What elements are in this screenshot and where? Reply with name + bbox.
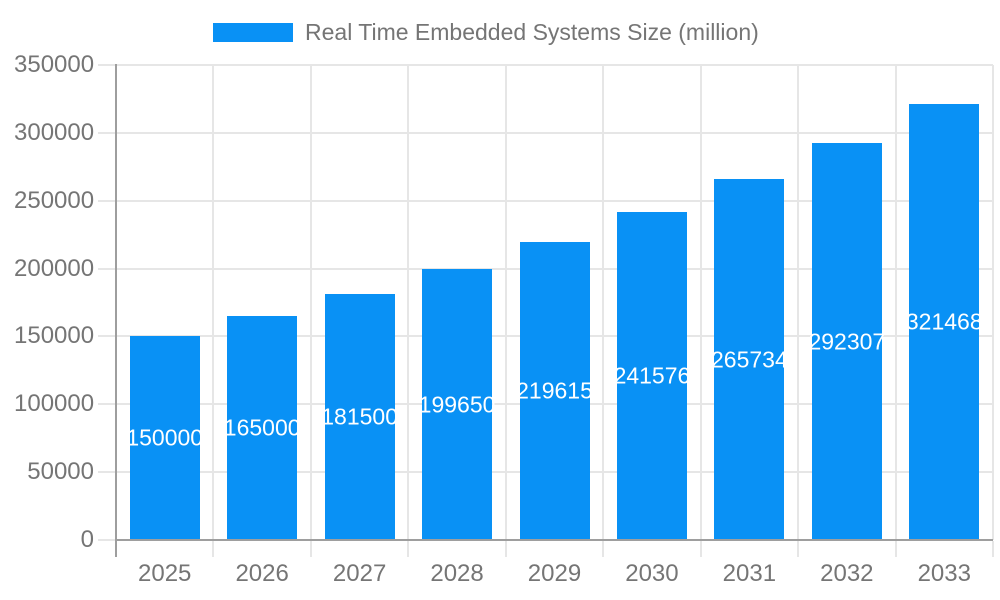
- x-axis-label: 2029: [527, 560, 582, 587]
- legend-swatch: [213, 23, 293, 42]
- gridline-vertical: [212, 65, 215, 540]
- gridline-horizontal: [98, 131, 993, 134]
- x-axis-tick: [504, 541, 507, 557]
- y-axis-label: 300000: [14, 118, 95, 146]
- x-axis-label: 2028: [430, 560, 484, 587]
- x-axis-tick: [602, 541, 605, 557]
- x-axis-tick: [407, 541, 410, 557]
- y-axis-label: 350000: [14, 51, 95, 78]
- bar-value-label: 219615: [516, 377, 593, 404]
- y-axis-label: 150000: [14, 322, 95, 350]
- x-axis-tick: [699, 541, 702, 557]
- gridline-vertical: [504, 65, 507, 540]
- x-axis-label: 2027: [332, 560, 387, 587]
- x-axis-label: 2033: [917, 560, 971, 587]
- y-axis-label: 250000: [14, 186, 95, 214]
- bar-value-label: 265734: [711, 346, 788, 373]
- gridline-vertical: [309, 65, 312, 540]
- x-axis-label: 2026: [235, 560, 289, 587]
- x-axis-label: 2031: [722, 560, 777, 587]
- x-axis-line: [115, 539, 993, 541]
- gridline-vertical: [602, 65, 605, 540]
- bar-value-label: 181500: [321, 403, 398, 430]
- y-axis-line: [115, 64, 117, 557]
- bar-2033: [909, 103, 980, 540]
- x-axis-label: 2025: [138, 560, 192, 587]
- bar-2031: [714, 179, 785, 540]
- gridline-vertical: [407, 65, 410, 540]
- x-axis-label: 2030: [625, 560, 679, 587]
- y-axis-label: 100000: [14, 390, 95, 418]
- gridline-vertical: [699, 65, 702, 540]
- x-axis-label: 2032: [820, 560, 874, 587]
- gridline-vertical: [894, 65, 897, 540]
- bar-value-label: 241576: [613, 362, 691, 389]
- x-axis-tick: [212, 541, 215, 557]
- bar-value-label: 165000: [223, 414, 301, 441]
- gridline-horizontal: [98, 199, 993, 202]
- legend-label: Real Time Embedded Systems Size (million…: [305, 19, 759, 45]
- y-axis-label: 200000: [14, 254, 95, 282]
- bar-2032: [811, 143, 882, 540]
- y-axis-label: 50000: [27, 458, 94, 486]
- x-axis-tick: [894, 541, 897, 557]
- bar-2030: [616, 212, 687, 540]
- gridline-vertical: [992, 65, 994, 540]
- bar-value-label: 321468: [905, 308, 983, 335]
- x-axis-tick: [992, 541, 994, 557]
- legend: Real Time Embedded Systems Size (million…: [213, 14, 759, 51]
- gridline-vertical: [797, 65, 800, 540]
- y-axis-label: 0: [80, 526, 94, 553]
- bar-2028: [422, 269, 493, 540]
- bar-value-label: 150000: [126, 424, 204, 451]
- x-axis-tick: [797, 541, 800, 557]
- x-axis-tick: [309, 541, 312, 557]
- bar-2026: [227, 316, 298, 540]
- bar-2027: [324, 293, 395, 540]
- bar-2025: [129, 336, 200, 540]
- bar-value-label: 292307: [808, 328, 886, 355]
- bar-value-label: 199650: [418, 391, 496, 418]
- gridline-horizontal: [98, 64, 993, 66]
- y-axis-tick: [98, 539, 116, 541]
- bar-2029: [519, 241, 590, 540]
